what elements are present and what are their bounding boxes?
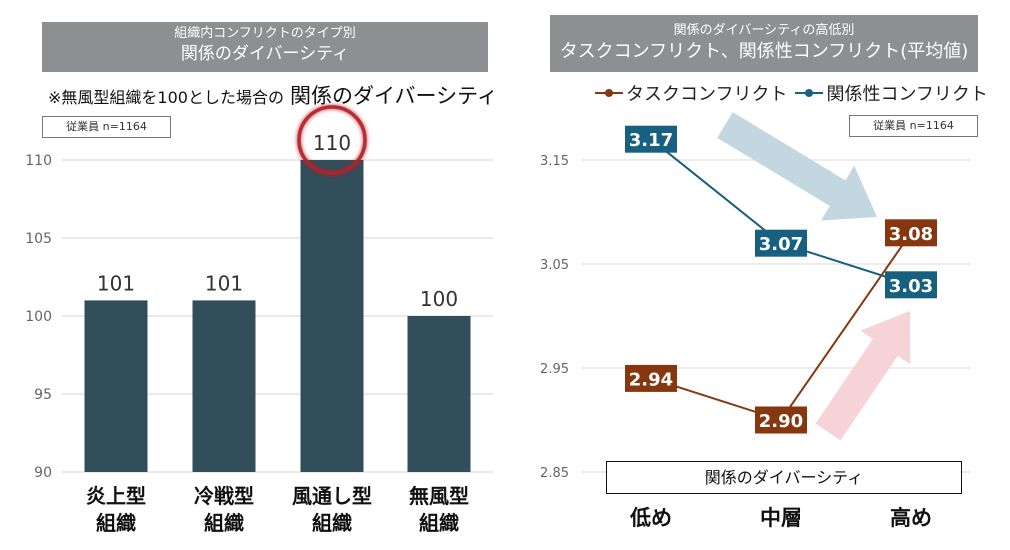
task-conflict-point-label-box <box>885 219 937 247</box>
x-category-label: 組織 <box>312 511 352 535</box>
x-category-label: 組織 <box>96 511 136 535</box>
x-category-label: 中層 <box>760 506 802 530</box>
y-tick-label: 2.95 <box>540 362 569 377</box>
relationship-conflict-point-label: 3.03 <box>889 276 933 297</box>
increasing-trend-arrow <box>815 311 911 441</box>
y-tick-label: 90 <box>34 465 52 481</box>
legend-item-task-conflict: タスクコンフリクト <box>595 80 787 106</box>
relationship-conflict-point-label-box <box>625 125 677 153</box>
line-chart-panel: 関係のダイバーシティの高低別 タスクコンフリクト、関係性コンフリクト(平均値) … <box>505 0 1010 550</box>
baseline-note-text: ※無風型組織を100とした場合の <box>48 88 284 107</box>
x-category-label: 無風型 <box>409 484 469 508</box>
legend-marker-task-conflict <box>595 87 623 99</box>
bar <box>192 300 256 472</box>
task-conflict-point-label-box <box>755 406 807 434</box>
x-category-label: 組織 <box>419 511 459 535</box>
sample-size-label: 従業員 n=1164 <box>42 116 171 138</box>
y-tick-label: 110 <box>25 153 52 169</box>
legend-label-relationship-conflict: 関係性コンフリクト <box>826 84 988 105</box>
x-category-label: 炎上型 <box>86 484 146 508</box>
task-conflict-point-label: 3.08 <box>889 224 933 245</box>
bar-chart-title: 関係のダイバーシティ <box>180 44 350 64</box>
y-tick-label: 100 <box>25 309 52 325</box>
y-tick-label: 105 <box>25 231 52 247</box>
x-category-label: 低め <box>629 506 672 530</box>
y-tick-label: 95 <box>34 387 52 403</box>
bar-chart-header: 組織内コンフリクトのタイプ別 関係のダイバーシティ <box>42 22 488 72</box>
relationship-conflict-point-label: 3.07 <box>759 234 803 255</box>
y-tick-label: 2.85 <box>540 466 569 481</box>
bar <box>300 160 364 472</box>
task-conflict-point-label: 2.90 <box>759 411 803 432</box>
legend-marker-relationship-conflict <box>795 87 824 99</box>
sample-size-label: 従業員 n=1164 <box>849 115 978 137</box>
bar-value-label: 101 <box>97 271 135 295</box>
baseline-note-emphasis: 関係のダイバーシティ <box>289 84 498 108</box>
bar-value-label: 110 <box>313 131 351 155</box>
legend-item-relationship-conflict: 関係性コンフリクト <box>795 80 988 106</box>
x-category-label: 高め <box>890 506 932 530</box>
relationship-conflict-point-label-box <box>755 229 807 257</box>
line-chart-subtitle: 関係のダイバーシティの高低別 <box>673 23 855 38</box>
y-tick-label: 3.05 <box>540 258 569 273</box>
baseline-note: ※無風型組織を100とした場合の 関係のダイバーシティ <box>48 80 498 110</box>
legend-label-task-conflict: タスクコンフリクト <box>626 84 788 105</box>
decreasing-trend-arrow <box>717 112 877 221</box>
x-category-label: 風通し型 <box>292 484 372 508</box>
line-chart-title: タスクコンフリクト、関係性コンフリクト(平均値) <box>559 41 969 62</box>
highlight-circle <box>297 105 367 175</box>
bar <box>84 300 148 472</box>
y-tick-label: 3.15 <box>540 154 569 169</box>
x-category-label: 冷戦型 <box>194 484 254 508</box>
bar-chart-panel: 組織内コンフリクトのタイプ別 関係のダイバーシティ ※無風型組織を100とした場… <box>25 22 498 535</box>
relationship-conflict-point-label: 3.17 <box>629 130 673 151</box>
x-category-label: 組織 <box>204 511 244 535</box>
legend: タスクコンフリクト 関係性コンフリクト <box>595 80 996 106</box>
bar <box>407 316 471 472</box>
bar-value-label: 100 <box>420 287 458 311</box>
task-conflict-point-label-box <box>625 364 677 392</box>
bar-chart-subtitle: 組織内コンフリクトのタイプ別 <box>174 26 356 41</box>
task-conflict-point-label: 2.94 <box>629 369 673 390</box>
bar-value-label: 101 <box>205 271 243 295</box>
line-chart-header: 関係のダイバーシティの高低別 タスクコンフリクト、関係性コンフリクト(平均値) <box>550 15 978 72</box>
x-axis-title: 関係のダイバーシティ <box>606 461 962 494</box>
relationship-conflict-point-label-box <box>885 271 937 299</box>
